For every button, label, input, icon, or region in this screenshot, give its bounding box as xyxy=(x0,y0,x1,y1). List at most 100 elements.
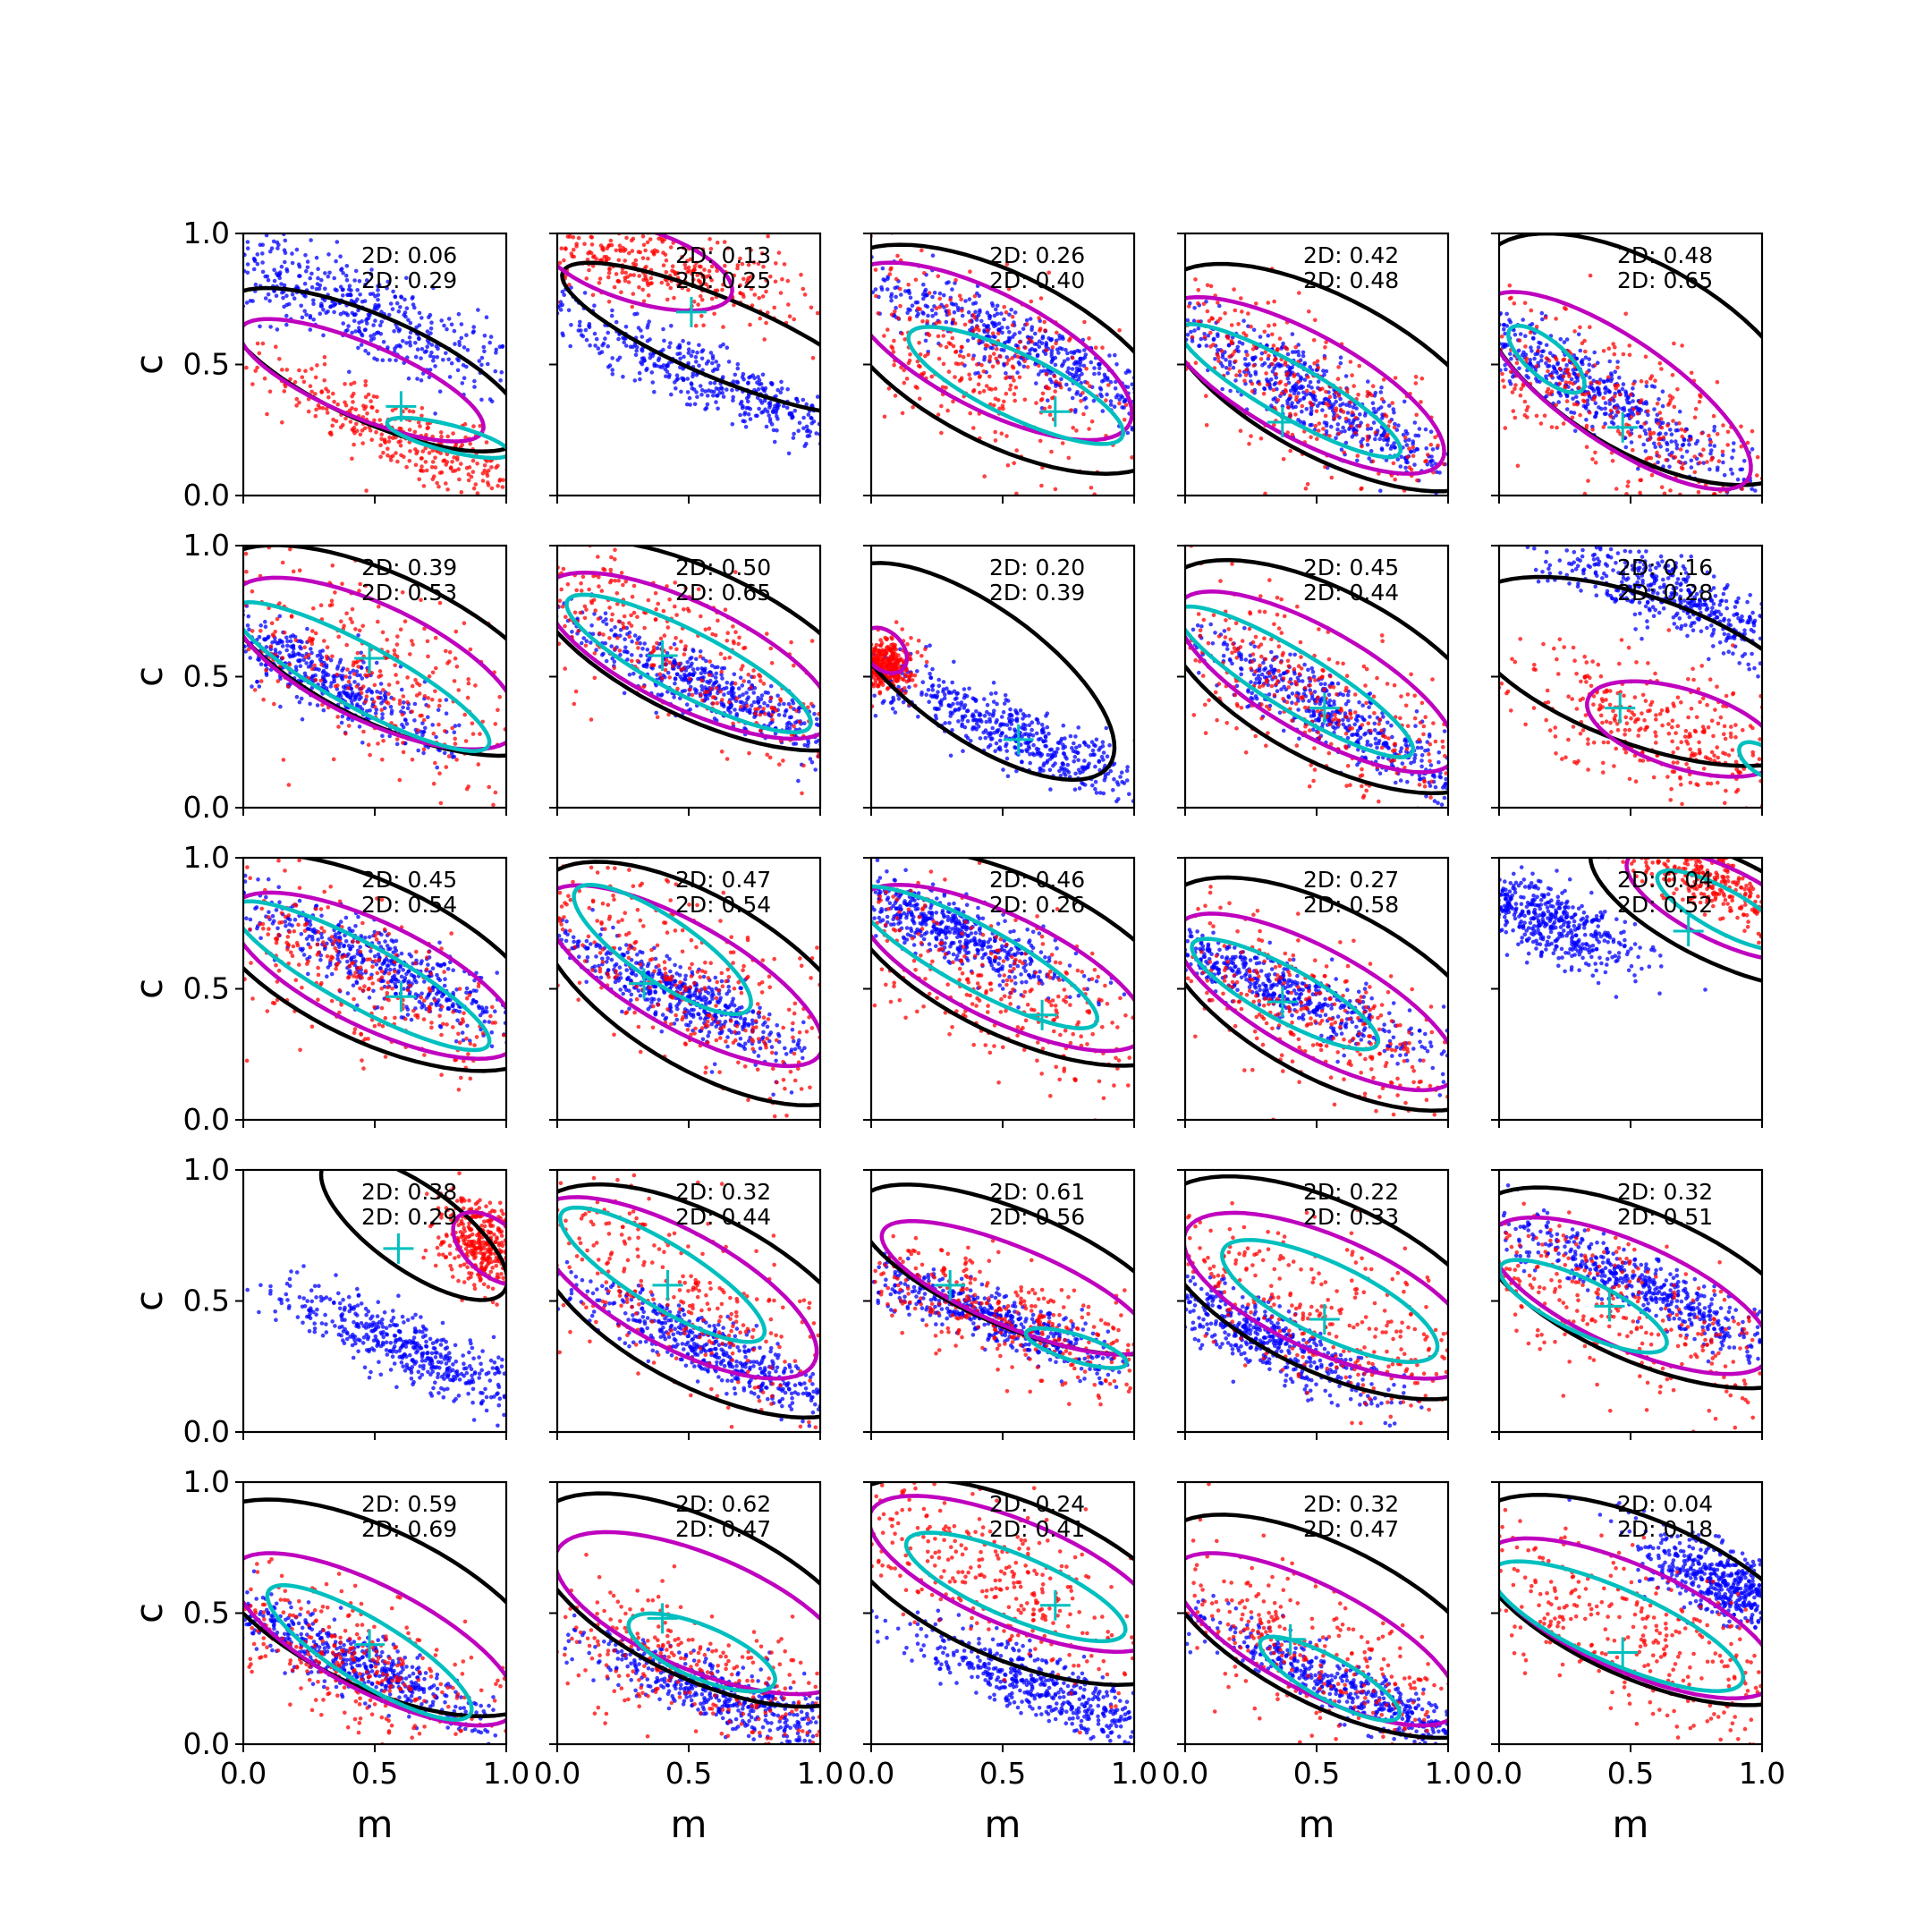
annotation-text: 2D: 0.06 xyxy=(361,242,457,268)
red-point xyxy=(960,345,964,350)
red-point xyxy=(644,265,648,269)
blue-point xyxy=(374,711,378,716)
blue-point xyxy=(335,240,340,244)
blue-point xyxy=(488,397,493,402)
blue-point xyxy=(1690,465,1694,470)
red-point xyxy=(1623,312,1628,317)
red-point xyxy=(1546,369,1550,374)
blue-point xyxy=(1320,408,1325,412)
red-point xyxy=(323,355,327,360)
red-point xyxy=(599,243,604,248)
red-point xyxy=(1230,323,1234,327)
red-point xyxy=(1586,479,1590,483)
blue-point xyxy=(1301,396,1306,401)
red-point xyxy=(1054,379,1058,384)
blue-point xyxy=(1232,366,1236,370)
red-point xyxy=(1039,484,1044,488)
red-point xyxy=(1529,330,1533,335)
red-point xyxy=(433,455,437,460)
red-point xyxy=(1030,300,1034,304)
blue-point xyxy=(332,276,336,281)
blue-point xyxy=(1263,387,1267,392)
blue-point xyxy=(401,339,405,343)
red-point xyxy=(1613,352,1617,357)
blue-point xyxy=(1378,488,1383,493)
red-point xyxy=(892,339,896,343)
blue-point xyxy=(593,332,597,336)
blue-point xyxy=(1713,425,1717,429)
blue-point xyxy=(567,309,572,313)
red-point xyxy=(649,281,654,285)
blue-point xyxy=(494,351,498,355)
red-point xyxy=(1602,425,1606,429)
red-point xyxy=(1071,426,1075,430)
blue-point xyxy=(320,304,325,309)
red-point xyxy=(1657,421,1661,426)
blue-point xyxy=(722,394,726,399)
blue-point xyxy=(669,324,674,328)
blue-point xyxy=(1316,403,1320,408)
red-point xyxy=(1041,392,1046,396)
blue-point xyxy=(682,355,686,360)
blue-point xyxy=(409,343,413,348)
blue-point xyxy=(967,310,971,315)
blue-point xyxy=(1007,340,1012,344)
blue-point xyxy=(1563,340,1567,344)
blue-point xyxy=(393,346,397,351)
blue-point xyxy=(764,386,768,391)
red-point xyxy=(1535,414,1539,419)
red-point xyxy=(391,453,395,458)
blue-point xyxy=(699,384,703,388)
red-point xyxy=(1315,436,1319,441)
blue-point xyxy=(805,429,809,434)
blue-point xyxy=(462,376,467,380)
blue-point xyxy=(1002,318,1006,322)
blue-point xyxy=(304,661,309,665)
blue-point xyxy=(930,309,935,313)
red-point xyxy=(1583,393,1588,397)
blue-point xyxy=(1656,461,1660,465)
red-point xyxy=(585,276,589,281)
blue-point xyxy=(908,292,912,296)
blue-point xyxy=(770,381,775,386)
blue-point xyxy=(690,354,694,359)
blue-point xyxy=(624,343,629,348)
blue-point xyxy=(1413,420,1418,425)
blue-point xyxy=(730,388,734,393)
red-point xyxy=(354,422,359,427)
blue-point xyxy=(411,295,415,300)
red-point xyxy=(408,459,412,463)
red-point xyxy=(939,404,944,409)
red-point xyxy=(435,481,439,486)
blue-point xyxy=(806,434,810,438)
blue-point xyxy=(749,417,753,421)
red-point xyxy=(1689,437,1693,442)
blue-point xyxy=(1509,382,1513,386)
red-point xyxy=(993,430,997,435)
red-point xyxy=(624,236,629,241)
blue-point xyxy=(1013,332,1017,336)
red-point xyxy=(360,428,365,433)
blue-point xyxy=(1022,365,1027,369)
red-point xyxy=(656,250,660,254)
blue-point xyxy=(641,356,646,360)
red-point xyxy=(486,474,490,479)
blue-point xyxy=(561,290,565,294)
blue-point xyxy=(326,673,331,677)
blue-point xyxy=(290,251,294,256)
red-point xyxy=(971,357,976,361)
blue-point xyxy=(1588,385,1592,389)
blue-point xyxy=(1424,428,1428,432)
red-point xyxy=(1535,364,1539,369)
red-point xyxy=(1310,403,1315,408)
red-point xyxy=(657,237,661,242)
red-point xyxy=(1677,460,1682,464)
blue-point xyxy=(389,705,394,709)
red-point xyxy=(1701,447,1706,452)
red-point xyxy=(283,389,287,394)
blue-point xyxy=(1597,387,1601,392)
blue-point xyxy=(371,323,376,327)
red-point xyxy=(1254,301,1258,306)
red-point xyxy=(1304,487,1309,491)
blue-point xyxy=(1074,392,1079,396)
